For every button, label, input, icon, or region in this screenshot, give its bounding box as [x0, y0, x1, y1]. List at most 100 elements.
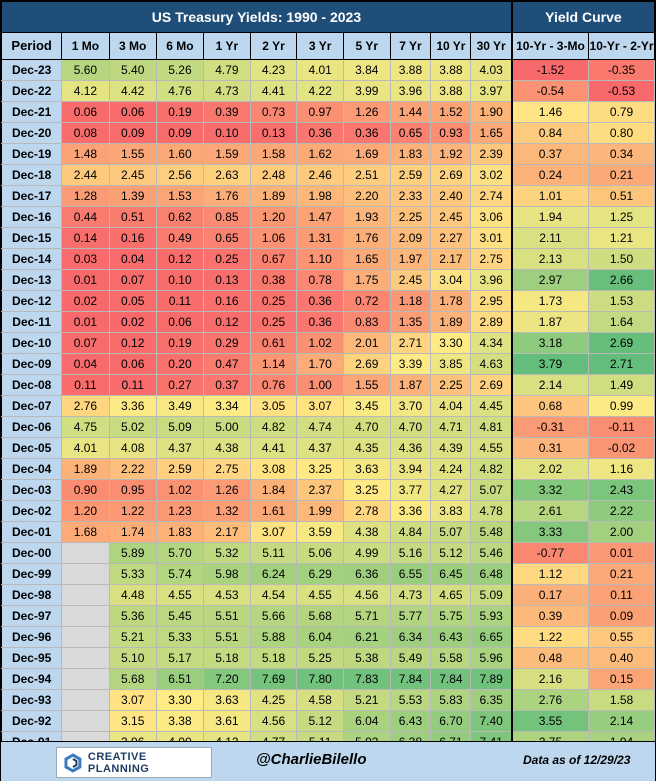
curve-cell: -0.35 — [588, 59, 655, 81]
yield-cell: 0.03 — [61, 248, 110, 270]
yield-cell: 4.37 — [155, 437, 205, 459]
yield-cell: 0.25 — [249, 311, 298, 333]
yield-cell: 1.62 — [296, 143, 344, 165]
yield-cell: 6.51 — [155, 668, 205, 690]
yield-cell: 1.90 — [470, 101, 513, 123]
table-row: Dec-03 0.90 0.95 1.02 1.26 1.84 2.37 3.25 3.77 4.… — [0, 479, 655, 501]
yield-cell — [61, 668, 110, 690]
yield-cell: 5.18 — [249, 647, 298, 669]
yield-cell — [61, 584, 110, 606]
yield-cell: 4.39 — [430, 437, 472, 459]
yield-cell: 5.10 — [108, 647, 157, 669]
curve-cell: 1.46 — [510, 101, 590, 123]
table-row: Dec-02 1.20 1.22 1.23 1.32 1.61 1.99 2.78 3.36 3.… — [0, 500, 655, 522]
yield-cell: 1.65 — [470, 122, 513, 144]
yield-cell: 0.47 — [203, 353, 251, 375]
table-row: Dec-01 1.68 1.74 1.83 2.17 3.07 3.59 4.38 4.84 5.… — [0, 521, 655, 543]
yield-cell: 5.51 — [203, 626, 251, 648]
yield-cell: 2.89 — [470, 311, 513, 333]
yield-cell: 5.40 — [108, 59, 157, 81]
yield-cell: 7.84 — [430, 668, 472, 690]
yield-cell: 4.56 — [249, 710, 298, 732]
yield-cell: 3.88 — [430, 80, 472, 102]
column-header: 7 Yr — [389, 32, 432, 60]
yield-cell: 6.04 — [342, 710, 391, 732]
yield-cell: 4.04 — [430, 395, 472, 417]
period-cell: Dec-18 — [0, 164, 63, 186]
yield-cell: 0.04 — [108, 248, 157, 270]
yield-cell: 1.76 — [342, 227, 391, 249]
yield-cell: 5.26 — [155, 59, 205, 81]
yield-cell: 1.31 — [296, 227, 344, 249]
curve-cell: -1.52 — [510, 59, 590, 81]
yield-cell: 3.07 — [108, 689, 157, 711]
yield-cell: 4.76 — [155, 80, 205, 102]
curve-cell: -0.77 — [510, 542, 590, 564]
yield-cell: 5.98 — [203, 563, 251, 585]
table-row: Dec-09 0.04 0.06 0.20 0.47 1.14 1.70 2.69 3.39 3.… — [0, 353, 655, 375]
yield-cell: 3.25 — [342, 479, 391, 501]
curve-cell: 1.53 — [588, 290, 655, 312]
yield-cell: 1.76 — [203, 185, 251, 207]
yield-cell: 4.84 — [389, 521, 432, 543]
curve-cell: 2.11 — [510, 227, 590, 249]
yield-cell: 0.25 — [203, 248, 251, 270]
yield-cell: 0.36 — [342, 122, 391, 144]
yield-cell: 1.35 — [389, 311, 432, 333]
yield-cell: 0.01 — [61, 269, 110, 291]
yield-cell: 2.09 — [389, 227, 432, 249]
period-cell: Dec-22 — [0, 80, 63, 102]
period-cell: Dec-07 — [0, 395, 63, 417]
creative-planning-logo: CREATIVE PLANNING — [56, 747, 212, 778]
yield-cell: 1.23 — [155, 500, 205, 522]
yield-cell — [61, 647, 110, 669]
period-header: Period — [0, 32, 63, 60]
yield-cell: 1.83 — [155, 521, 205, 543]
curve-cell: 0.80 — [588, 122, 655, 144]
yield-cell: 3.70 — [389, 395, 432, 417]
table-row: Dec-92 3.15 3.38 3.61 4.56 5.12 6.04 6.43 6.70 7.… — [0, 710, 655, 732]
yield-cell: 6.34 — [389, 626, 432, 648]
yield-cell: 7.89 — [470, 668, 513, 690]
yield-cell: 3.94 — [389, 458, 432, 480]
period-cell: Dec-11 — [0, 311, 63, 333]
table-row: Dec-19 1.48 1.55 1.60 1.59 1.58 1.62 1.69 1.83 1.… — [0, 143, 655, 165]
yield-cell: 5.49 — [389, 647, 432, 669]
yield-cell: 3.49 — [155, 395, 205, 417]
yield-cell: 4.34 — [470, 332, 513, 354]
yield-cell: 5.46 — [470, 542, 513, 564]
yield-cell: 5.16 — [389, 542, 432, 564]
column-header: 2 Yr — [249, 32, 298, 60]
table-row: Dec-99 5.33 5.74 5.98 6.24 6.29 6.36 6.55 6.45 6.… — [0, 563, 655, 585]
yield-cell: 2.74 — [470, 185, 513, 207]
yield-cell: 0.07 — [61, 332, 110, 354]
yield-cell: 1.84 — [249, 479, 298, 501]
table-row: Dec-21 0.06 0.06 0.19 0.39 0.73 0.97 1.26 1.44 1.… — [0, 101, 655, 123]
yield-cell: 5.18 — [203, 647, 251, 669]
table-row: Dec-16 0.44 0.51 0.62 0.85 1.20 1.47 1.93 2.25 2.… — [0, 206, 655, 228]
curve-cell: 1.49 — [588, 374, 655, 396]
yield-cell: 4.03 — [470, 59, 513, 81]
yield-cell: 1.69 — [342, 143, 391, 165]
yield-cell: 0.67 — [249, 248, 298, 270]
period-cell: Dec-12 — [0, 290, 63, 312]
yield-cell: 2.45 — [108, 164, 157, 186]
yield-cell: 0.37 — [203, 374, 251, 396]
table-row: Dec-08 0.11 0.11 0.27 0.37 0.76 1.00 1.55 1.87 2.… — [0, 374, 655, 396]
yield-cell: 0.09 — [108, 122, 157, 144]
yield-cell: 5.07 — [470, 479, 513, 501]
yield-cell: 4.99 — [342, 542, 391, 564]
yield-cell: 1.52 — [430, 101, 472, 123]
yield-cell: 2.46 — [296, 164, 344, 186]
column-header: 6 Mo — [155, 32, 205, 60]
curve-cell: 0.21 — [588, 164, 655, 186]
period-cell: Dec-21 — [0, 101, 63, 123]
yield-cell: 7.80 — [296, 668, 344, 690]
yield-cell: 0.73 — [249, 101, 298, 123]
author-handle: @CharlieBilello — [256, 751, 367, 768]
yield-cell: 4.42 — [108, 80, 157, 102]
yield-cell: 1.89 — [430, 311, 472, 333]
curve-cell: -0.31 — [510, 416, 590, 438]
curve-column-header: 10-Yr - 3-Mo — [510, 32, 590, 60]
yield-cell: 2.69 — [342, 353, 391, 375]
